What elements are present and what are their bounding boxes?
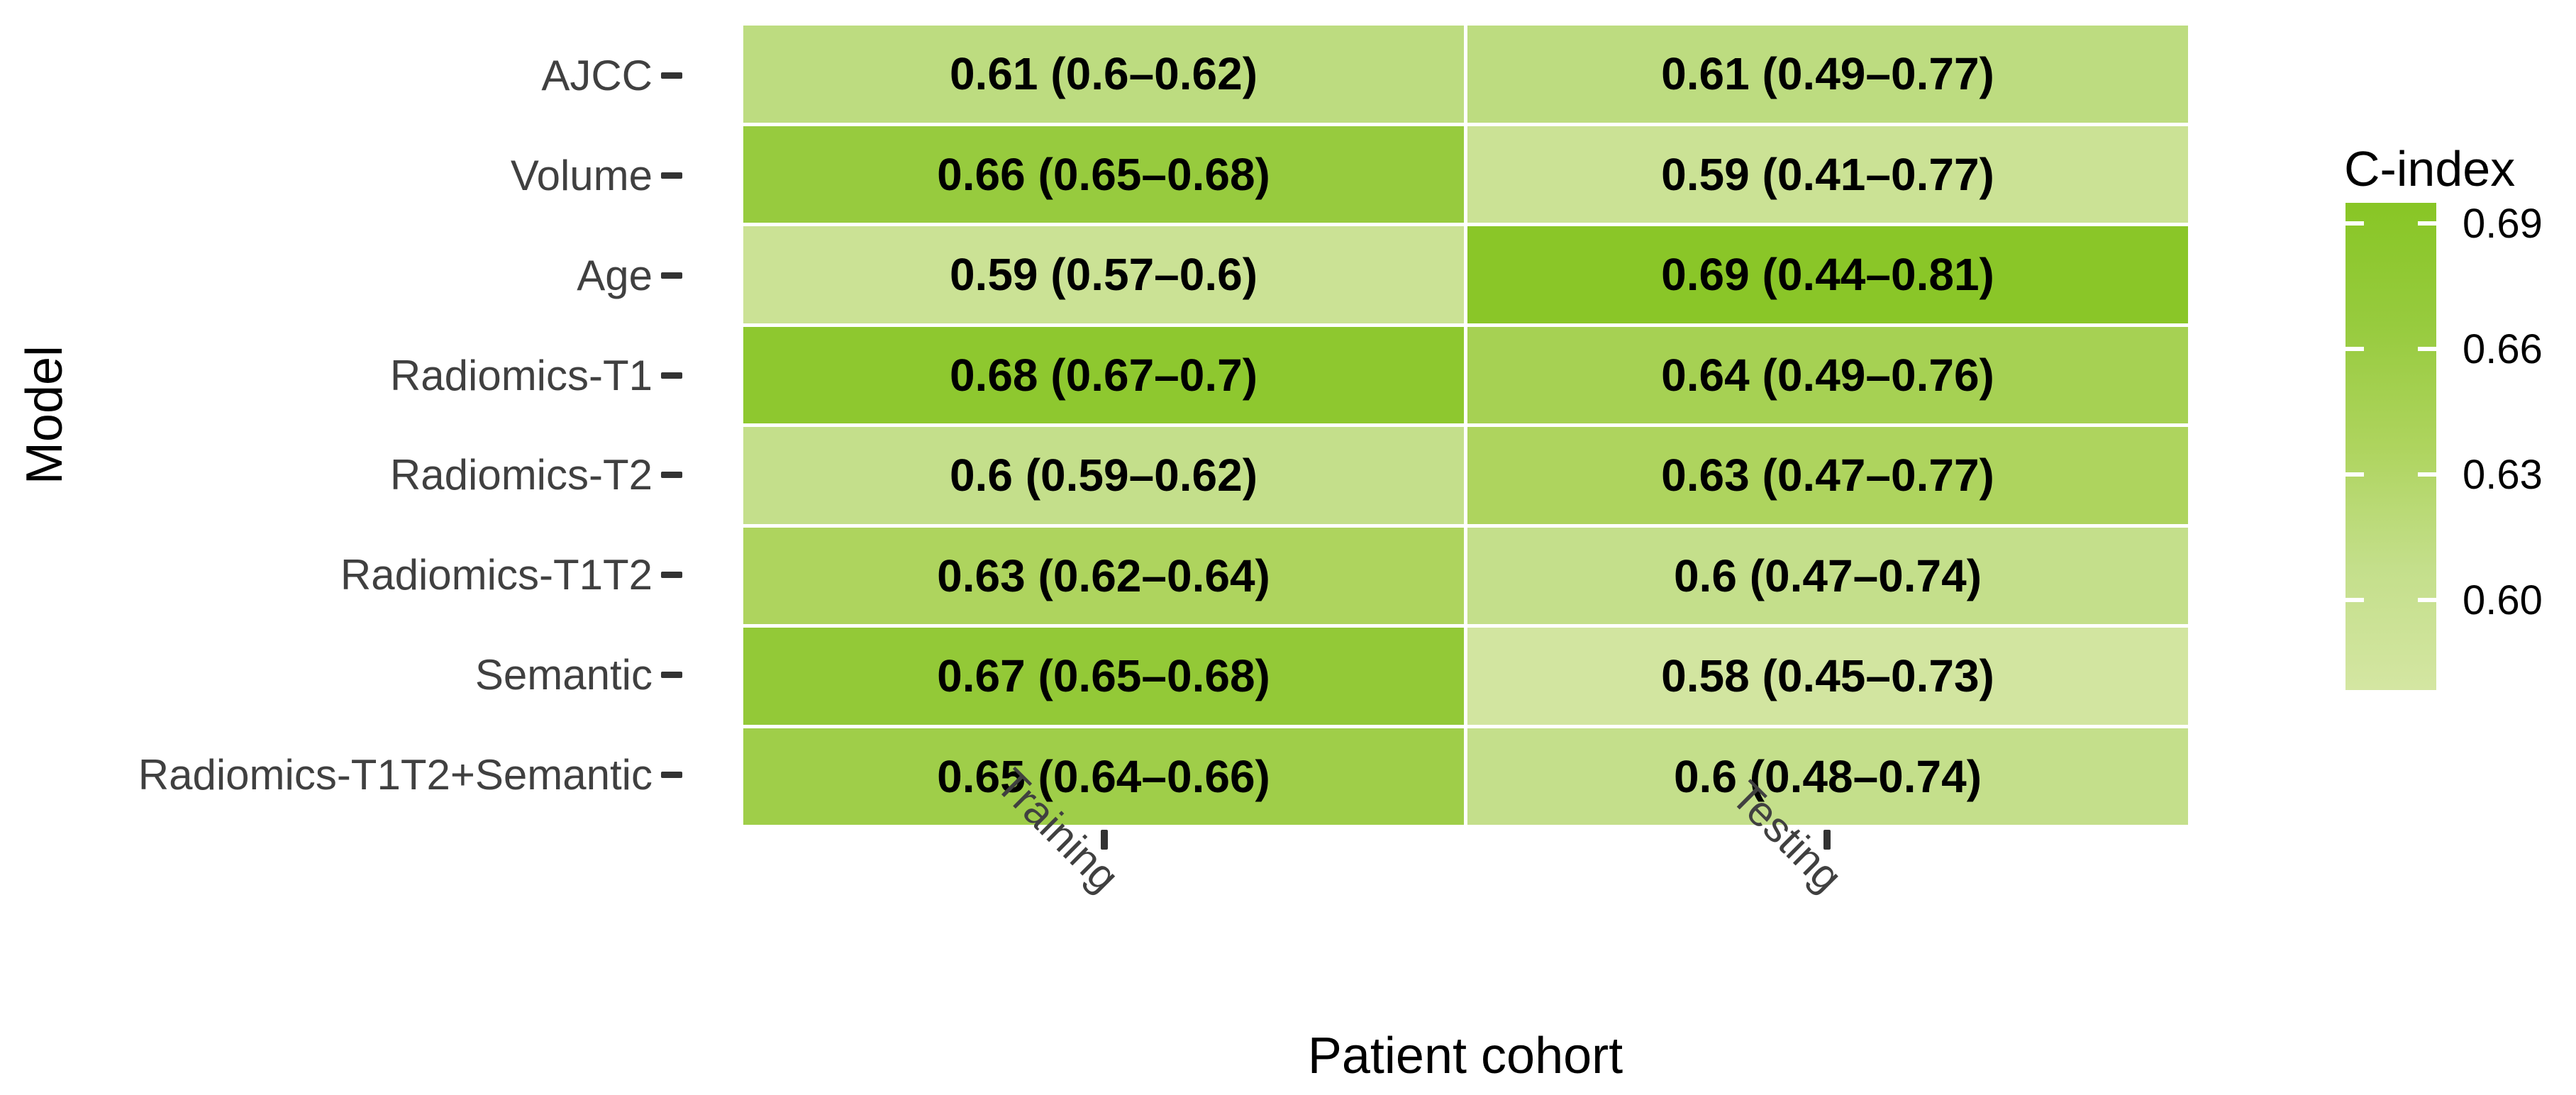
x-tick-mark bbox=[1823, 830, 1831, 850]
colorbar-tick-label: 0.60 bbox=[2463, 577, 2543, 623]
heatmap-cell: 0.59 (0.41–0.77) bbox=[1467, 126, 2188, 223]
heatmap-cell: 0.68 (0.67–0.7) bbox=[743, 326, 1464, 423]
y-tick-label: Radiomics-T2 bbox=[389, 451, 653, 499]
y-tick-label: Age bbox=[577, 251, 653, 299]
colorbar-tick-mark bbox=[2345, 221, 2364, 226]
heatmap-cell: 0.61 (0.6–0.62) bbox=[743, 26, 1464, 123]
heatmap-cell: 0.6 (0.48–0.74) bbox=[1467, 728, 2188, 825]
y-tick-mark bbox=[661, 72, 682, 79]
colorbar-tick-mark bbox=[2345, 472, 2364, 477]
y-tick-label: Semantic bbox=[474, 651, 653, 699]
y-tick-mark bbox=[661, 472, 682, 479]
heatmap-cell: 0.69 (0.44–0.81) bbox=[1467, 226, 2188, 323]
heatmap-cell: 0.6 (0.47–0.74) bbox=[1467, 527, 2188, 624]
x-axis-title: Patient cohort bbox=[1307, 1028, 1623, 1084]
legend-title: C-index bbox=[2344, 141, 2516, 196]
y-tick-label: Radiomics-T1T2+Semantic bbox=[138, 751, 653, 799]
colorbar-tick-mark bbox=[2418, 221, 2436, 226]
colorbar-gradient bbox=[2345, 203, 2436, 690]
heatmap-cell: 0.59 (0.57–0.6) bbox=[743, 226, 1464, 323]
heatmap-cell: 0.65 (0.64–0.66) bbox=[743, 728, 1464, 825]
heatmap-cell: 0.64 (0.49–0.76) bbox=[1467, 326, 2188, 423]
heatmap-cell: 0.63 (0.47–0.77) bbox=[1467, 427, 2188, 524]
colorbar-tick-label: 0.63 bbox=[2463, 451, 2543, 498]
colorbar-tick-label: 0.69 bbox=[2463, 200, 2543, 247]
x-tick-mark bbox=[1101, 830, 1108, 850]
heatmap-cell: 0.67 (0.65–0.68) bbox=[743, 628, 1464, 725]
y-tick-label: AJCC bbox=[541, 51, 653, 99]
colorbar-tick-mark bbox=[2345, 598, 2364, 602]
y-tick-mark bbox=[661, 672, 682, 679]
colorbar-tick-mark bbox=[2418, 472, 2436, 477]
y-tick-mark bbox=[661, 572, 682, 579]
y-tick-label: Volume bbox=[510, 151, 653, 199]
heatmap-cell: 0.66 (0.65–0.68) bbox=[743, 126, 1464, 223]
colorbar-tick-mark bbox=[2418, 347, 2436, 351]
colorbar-tick-mark bbox=[2345, 347, 2364, 351]
colorbar-tick-label: 0.66 bbox=[2463, 326, 2543, 372]
y-tick-label: Radiomics-T1T2 bbox=[340, 551, 653, 599]
y-tick-mark bbox=[661, 172, 682, 179]
y-tick-mark bbox=[661, 772, 682, 779]
colorbar-tick-mark bbox=[2418, 598, 2436, 602]
heatmap-panel: 0.61 (0.6–0.62) 0.61 (0.49–0.77) 0.66 (0… bbox=[743, 26, 2188, 825]
y-tick-mark bbox=[661, 272, 682, 279]
heatmap-cell: 0.58 (0.45–0.73) bbox=[1467, 628, 2188, 725]
heatmap-cell: 0.63 (0.62–0.64) bbox=[743, 527, 1464, 624]
y-axis-tick-labels: AJCC Volume Age Radiomics-T1 Radiomics-T… bbox=[0, 26, 653, 825]
y-tick-mark bbox=[661, 372, 682, 379]
heatmap-cell: 0.6 (0.59–0.62) bbox=[743, 427, 1464, 524]
heatmap-cell: 0.61 (0.49–0.77) bbox=[1467, 26, 2188, 123]
y-axis-ticks bbox=[661, 26, 685, 825]
y-tick-label: Radiomics-T1 bbox=[389, 351, 653, 399]
